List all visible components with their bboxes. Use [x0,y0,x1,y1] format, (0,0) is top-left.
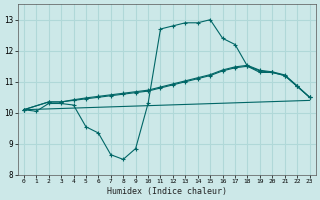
X-axis label: Humidex (Indice chaleur): Humidex (Indice chaleur) [107,187,227,196]
